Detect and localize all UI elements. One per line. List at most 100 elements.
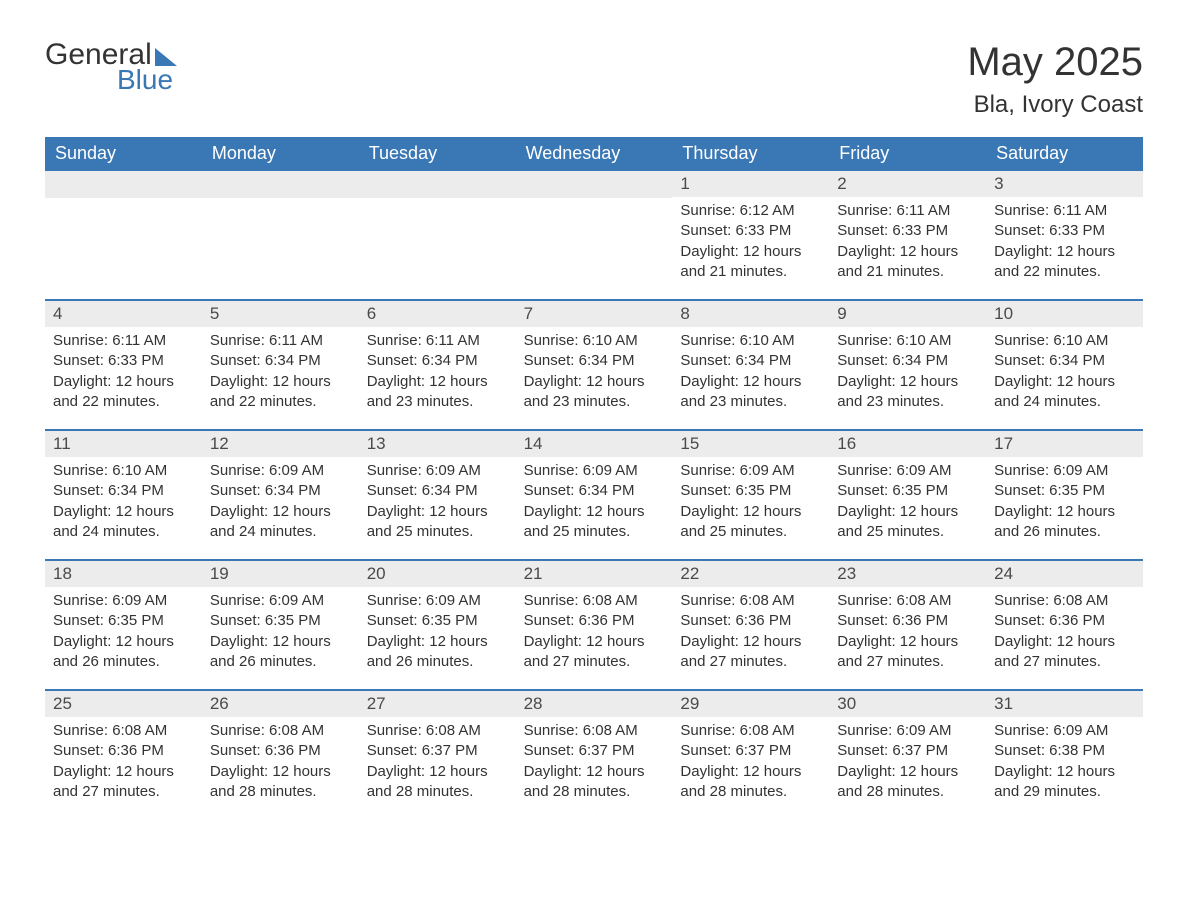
day-body: Sunrise: 6:10 AMSunset: 6:34 PMDaylight:… [829,327,986,420]
week-row: 18Sunrise: 6:09 AMSunset: 6:35 PMDayligh… [45,559,1143,689]
day-number: 30 [829,691,986,717]
sunrise-line: Sunrise: 6:09 AM [837,461,978,481]
weekday-friday: Friday [829,137,986,171]
sunset-line: Sunset: 6:37 PM [837,741,978,761]
day-body: Sunrise: 6:09 AMSunset: 6:35 PMDaylight:… [672,457,829,550]
day-number: 18 [45,561,202,587]
day-body: Sunrise: 6:09 AMSunset: 6:35 PMDaylight:… [829,457,986,550]
title-block: May 2025 Bla, Ivory Coast [967,40,1143,119]
day-body: Sunrise: 6:09 AMSunset: 6:34 PMDaylight:… [359,457,516,550]
day-number: 1 [672,171,829,197]
sunset-line: Sunset: 6:33 PM [53,351,194,371]
sunrise-line: Sunrise: 6:11 AM [367,331,508,351]
sunset-line: Sunset: 6:36 PM [524,611,665,631]
day-cell: 11Sunrise: 6:10 AMSunset: 6:34 PMDayligh… [45,431,202,559]
day-body: Sunrise: 6:10 AMSunset: 6:34 PMDaylight:… [516,327,673,420]
week-row: 11Sunrise: 6:10 AMSunset: 6:34 PMDayligh… [45,429,1143,559]
sunset-line: Sunset: 6:37 PM [524,741,665,761]
sunrise-line: Sunrise: 6:08 AM [367,721,508,741]
daylight-line: Daylight: 12 hours and 22 minutes. [994,242,1135,283]
day-number: 9 [829,301,986,327]
logo-text-blue: Blue [117,64,177,96]
day-body: Sunrise: 6:11 AMSunset: 6:33 PMDaylight:… [829,197,986,290]
sunset-line: Sunset: 6:36 PM [837,611,978,631]
sunrise-line: Sunrise: 6:09 AM [210,591,351,611]
daylight-line: Daylight: 12 hours and 27 minutes. [53,762,194,803]
day-body: Sunrise: 6:09 AMSunset: 6:37 PMDaylight:… [829,717,986,810]
day-cell: 26Sunrise: 6:08 AMSunset: 6:36 PMDayligh… [202,691,359,819]
daylight-line: Daylight: 12 hours and 23 minutes. [367,372,508,413]
sunrise-line: Sunrise: 6:08 AM [994,591,1135,611]
daylight-line: Daylight: 12 hours and 25 minutes. [680,502,821,543]
day-cell: 22Sunrise: 6:08 AMSunset: 6:36 PMDayligh… [672,561,829,689]
day-number: 7 [516,301,673,327]
location-label: Bla, Ivory Coast [967,91,1143,119]
day-body: Sunrise: 6:10 AMSunset: 6:34 PMDaylight:… [45,457,202,550]
sunset-line: Sunset: 6:34 PM [837,351,978,371]
day-number: 19 [202,561,359,587]
sunrise-line: Sunrise: 6:09 AM [680,461,821,481]
day-number: 4 [45,301,202,327]
day-cell: 1Sunrise: 6:12 AMSunset: 6:33 PMDaylight… [672,171,829,299]
sunset-line: Sunset: 6:34 PM [210,351,351,371]
day-number: 12 [202,431,359,457]
sunrise-line: Sunrise: 6:11 AM [53,331,194,351]
day-cell: 16Sunrise: 6:09 AMSunset: 6:35 PMDayligh… [829,431,986,559]
day-cell: 20Sunrise: 6:09 AMSunset: 6:35 PMDayligh… [359,561,516,689]
sunrise-line: Sunrise: 6:08 AM [524,721,665,741]
day-body: Sunrise: 6:09 AMSunset: 6:35 PMDaylight:… [202,587,359,680]
daylight-line: Daylight: 12 hours and 23 minutes. [837,372,978,413]
day-number: 24 [986,561,1143,587]
sunset-line: Sunset: 6:34 PM [367,481,508,501]
page-header: General Blue May 2025 Bla, Ivory Coast [45,40,1143,119]
day-cell: 17Sunrise: 6:09 AMSunset: 6:35 PMDayligh… [986,431,1143,559]
day-number: 2 [829,171,986,197]
daylight-line: Daylight: 12 hours and 27 minutes. [994,632,1135,673]
sunset-line: Sunset: 6:34 PM [680,351,821,371]
day-number: 6 [359,301,516,327]
sunrise-line: Sunrise: 6:09 AM [367,591,508,611]
sunrise-line: Sunrise: 6:10 AM [680,331,821,351]
sunrise-line: Sunrise: 6:09 AM [994,461,1135,481]
daylight-line: Daylight: 12 hours and 24 minutes. [994,372,1135,413]
day-body: Sunrise: 6:11 AMSunset: 6:33 PMDaylight:… [45,327,202,420]
daylight-line: Daylight: 12 hours and 26 minutes. [994,502,1135,543]
day-number: 5 [202,301,359,327]
day-body: Sunrise: 6:10 AMSunset: 6:34 PMDaylight:… [672,327,829,420]
sunrise-line: Sunrise: 6:08 AM [837,591,978,611]
day-body: Sunrise: 6:08 AMSunset: 6:36 PMDaylight:… [516,587,673,680]
sunset-line: Sunset: 6:36 PM [680,611,821,631]
sunset-line: Sunset: 6:33 PM [680,221,821,241]
sunset-line: Sunset: 6:35 PM [53,611,194,631]
sunset-line: Sunset: 6:34 PM [524,351,665,371]
day-number: 27 [359,691,516,717]
day-cell: 9Sunrise: 6:10 AMSunset: 6:34 PMDaylight… [829,301,986,429]
day-cell: 8Sunrise: 6:10 AMSunset: 6:34 PMDaylight… [672,301,829,429]
weekday-monday: Monday [202,137,359,171]
day-number: 16 [829,431,986,457]
sunset-line: Sunset: 6:35 PM [680,481,821,501]
daylight-line: Daylight: 12 hours and 25 minutes. [367,502,508,543]
day-cell: 27Sunrise: 6:08 AMSunset: 6:37 PMDayligh… [359,691,516,819]
daylight-line: Daylight: 12 hours and 27 minutes. [524,632,665,673]
sunset-line: Sunset: 6:34 PM [53,481,194,501]
day-number: 22 [672,561,829,587]
day-number: 11 [45,431,202,457]
daylight-line: Daylight: 12 hours and 24 minutes. [53,502,194,543]
sunset-line: Sunset: 6:35 PM [210,611,351,631]
daylight-line: Daylight: 12 hours and 26 minutes. [210,632,351,673]
sunrise-line: Sunrise: 6:08 AM [210,721,351,741]
week-row: 25Sunrise: 6:08 AMSunset: 6:36 PMDayligh… [45,689,1143,819]
day-cell: 19Sunrise: 6:09 AMSunset: 6:35 PMDayligh… [202,561,359,689]
weekday-thursday: Thursday [672,137,829,171]
sunrise-line: Sunrise: 6:09 AM [994,721,1135,741]
week-row: 1Sunrise: 6:12 AMSunset: 6:33 PMDaylight… [45,171,1143,299]
day-body: Sunrise: 6:10 AMSunset: 6:34 PMDaylight:… [986,327,1143,420]
sunset-line: Sunset: 6:34 PM [994,351,1135,371]
day-body: Sunrise: 6:08 AMSunset: 6:36 PMDaylight:… [45,717,202,810]
sunrise-line: Sunrise: 6:09 AM [524,461,665,481]
day-cell: 6Sunrise: 6:11 AMSunset: 6:34 PMDaylight… [359,301,516,429]
day-body: Sunrise: 6:11 AMSunset: 6:34 PMDaylight:… [359,327,516,420]
day-body: Sunrise: 6:11 AMSunset: 6:33 PMDaylight:… [986,197,1143,290]
weekday-wednesday: Wednesday [516,137,673,171]
